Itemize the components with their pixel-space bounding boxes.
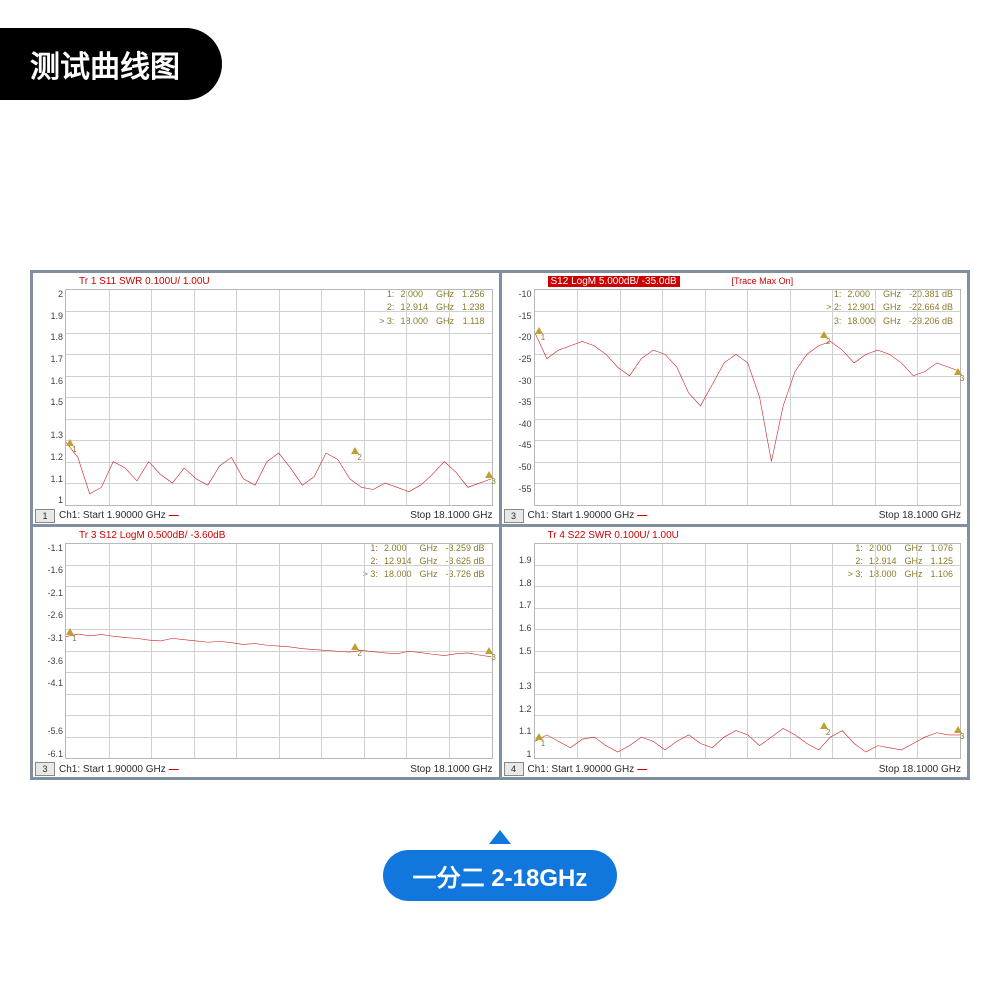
panel-index: 3: [35, 762, 55, 776]
plot-area: 1 2 3: [65, 543, 493, 760]
chart-panel: S12 LogM 5.000dB/ -35.0dB [Trace Max On] 1…: [502, 273, 968, 524]
charts-grid: Tr 1 S11 SWR 0.100U/ 1.00U1:2.000GHz1.25…: [30, 270, 970, 780]
marker-number: 3: [491, 653, 495, 662]
marker-number: 2: [357, 649, 361, 658]
start-freq-label: Ch1: Start 1.90000 GHz: [528, 510, 635, 521]
triangle-up-icon: [489, 830, 511, 844]
trace-line: [66, 290, 492, 505]
plot-area: 1 2 3: [534, 543, 962, 760]
start-freq-label: Ch1: Start 1.90000 GHz: [59, 510, 166, 521]
trace-line: [535, 290, 961, 505]
trace-line: [535, 544, 961, 759]
chart-panel: Tr 3 S12 LogM 0.500dB/ -3.60dB1:2.000GHz…: [33, 527, 499, 778]
plot-area: 1 2 3: [65, 289, 493, 506]
marker-number: 2: [826, 337, 830, 346]
chart-subtitle: [Trace Max On]: [732, 276, 794, 286]
chart-footer: 3 Ch1: Start 1.90000 GHz — Stop 18.1000 …: [33, 761, 499, 777]
marker-number: 1: [72, 634, 76, 643]
header-title: 测试曲线图: [0, 28, 222, 100]
trace-dash-icon: —: [637, 764, 647, 775]
marker-number: 1: [541, 333, 545, 342]
trace-dash-icon: —: [169, 764, 179, 775]
bottom-label: 一分二 2-18GHz: [0, 830, 1000, 901]
chart-panel: Tr 4 S22 SWR 0.100U/ 1.00U1:2.000GHz1.07…: [502, 527, 968, 778]
stop-freq-label: Stop 18.1000 GHz: [879, 764, 961, 775]
stop-freq-label: Stop 18.1000 GHz: [410, 510, 492, 521]
y-axis-labels: 21.91.81.71.61.51.31.21.11: [35, 289, 63, 506]
chart-title: Tr 3 S12 LogM 0.500dB/ -3.60dB: [79, 530, 225, 541]
chart-footer: 3 Ch1: Start 1.90000 GHz — Stop 18.1000 …: [502, 508, 968, 524]
trace-line: [66, 544, 492, 759]
start-freq-label: Ch1: Start 1.90000 GHz: [528, 764, 635, 775]
chart-title: Tr 4 S22 SWR 0.100U/ 1.00U: [548, 530, 679, 541]
marker-number: 3: [960, 732, 964, 741]
panel-index: 4: [504, 762, 524, 776]
marker-number: 2: [826, 728, 830, 737]
chart-title: S12 LogM 5.000dB/ -35.0dB: [548, 276, 680, 287]
marker-number: 1: [72, 445, 76, 454]
bottom-pill-label: 一分二 2-18GHz: [383, 850, 618, 901]
panel-index: 3: [504, 509, 524, 523]
marker-number: 3: [960, 374, 964, 383]
chart-footer: 4 Ch1: Start 1.90000 GHz — Stop 18.1000 …: [502, 761, 968, 777]
marker-number: 3: [491, 477, 495, 486]
trace-dash-icon: —: [637, 510, 647, 521]
plot-area: 1 2 3: [534, 289, 962, 506]
chart-footer: 1 Ch1: Start 1.90000 GHz — Stop 18.1000 …: [33, 508, 499, 524]
y-axis-labels: -1.1-1.6-2.1-2.6-3.1-3.6-4.1-5.6-6.1: [35, 543, 63, 760]
panel-index: 1: [35, 509, 55, 523]
y-axis-labels: -10-15-20-25-30-35-40-45-50-55: [504, 289, 532, 506]
trace-dash-icon: —: [169, 510, 179, 521]
stop-freq-label: Stop 18.1000 GHz: [879, 510, 961, 521]
start-freq-label: Ch1: Start 1.90000 GHz: [59, 764, 166, 775]
marker-number: 1: [541, 739, 545, 748]
marker-number: 2: [357, 453, 361, 462]
stop-freq-label: Stop 18.1000 GHz: [410, 764, 492, 775]
chart-panel: Tr 1 S11 SWR 0.100U/ 1.00U1:2.000GHz1.25…: [33, 273, 499, 524]
y-axis-labels: 1.91.81.71.61.51.31.21.11: [504, 543, 532, 760]
chart-title: Tr 1 S11 SWR 0.100U/ 1.00U: [79, 276, 210, 287]
